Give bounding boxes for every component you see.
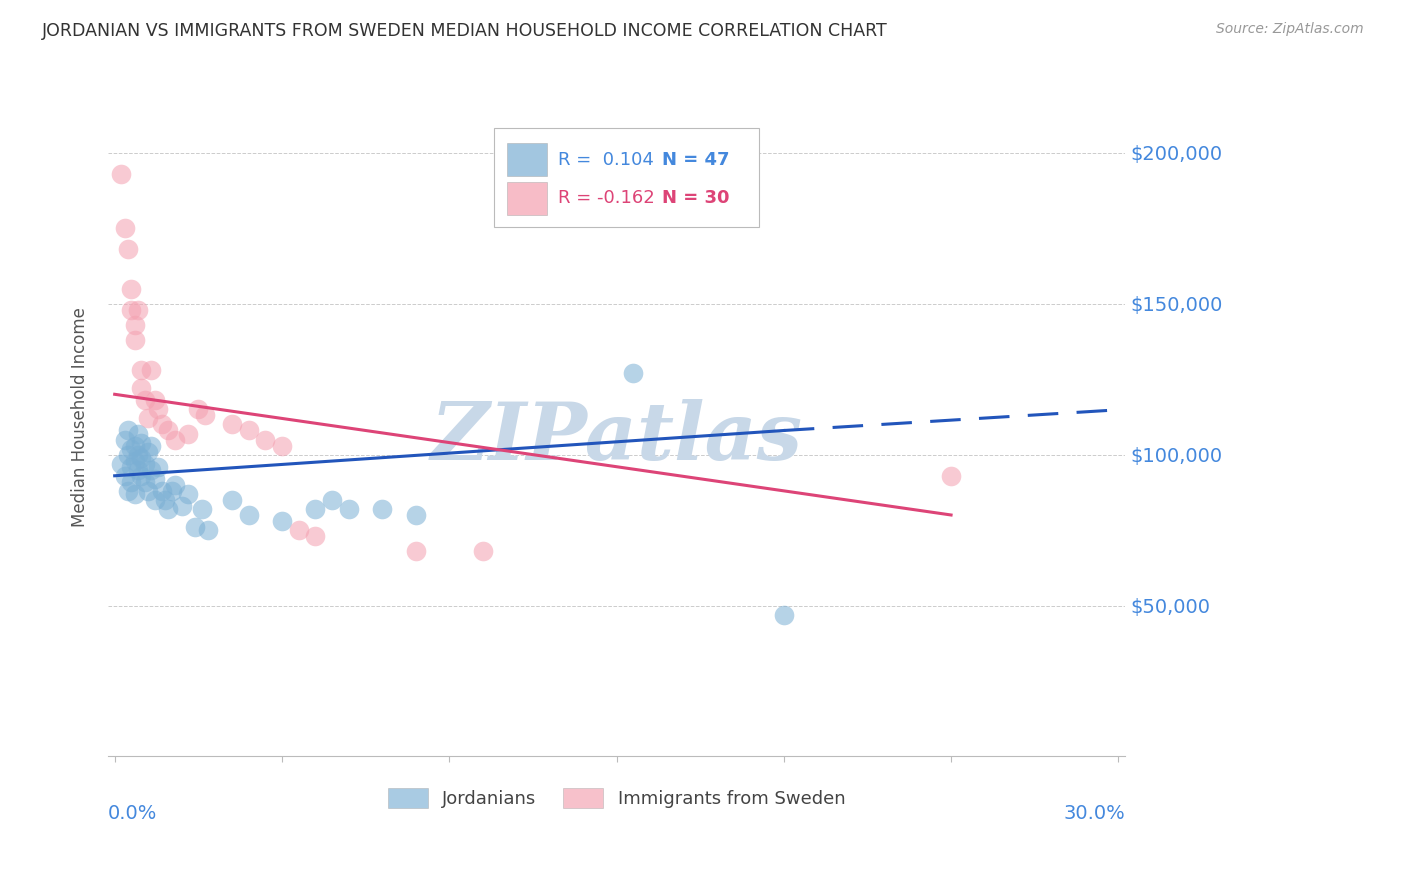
Point: [304, 502, 326, 516]
Point: [157, 502, 180, 516]
Text: Source: ZipAtlas.com: Source: ZipAtlas.com: [1216, 22, 1364, 37]
Point: [157, 424, 180, 438]
Point: [471, 544, 494, 558]
Point: [117, 483, 139, 498]
Point: [131, 468, 153, 483]
Point: [170, 499, 193, 513]
Point: [177, 426, 200, 441]
Point: [114, 468, 136, 483]
Point: [127, 448, 149, 462]
Point: [405, 544, 427, 558]
Point: [127, 426, 149, 441]
Point: [117, 424, 139, 438]
Point: [221, 492, 243, 507]
Point: [110, 457, 132, 471]
Text: ZIPatlas: ZIPatlas: [430, 399, 803, 476]
Point: [772, 607, 794, 622]
Point: [194, 409, 217, 423]
Point: [153, 492, 176, 507]
Point: [114, 221, 136, 235]
Text: 30.0%: 30.0%: [1063, 804, 1125, 823]
Point: [124, 333, 146, 347]
Point: [114, 433, 136, 447]
Text: N = 47: N = 47: [662, 151, 730, 169]
Y-axis label: Median Household Income: Median Household Income: [72, 307, 89, 527]
Point: [120, 459, 142, 474]
Point: [221, 417, 243, 432]
Text: 0.0%: 0.0%: [108, 804, 157, 823]
Point: [238, 424, 260, 438]
Point: [136, 444, 159, 458]
Text: N = 30: N = 30: [662, 189, 730, 207]
Point: [238, 508, 260, 522]
Point: [124, 487, 146, 501]
Legend: Jordanians, Immigrants from Sweden: Jordanians, Immigrants from Sweden: [381, 780, 852, 815]
Point: [337, 502, 360, 516]
Point: [146, 402, 169, 417]
Point: [150, 417, 173, 432]
FancyBboxPatch shape: [506, 182, 547, 215]
Point: [304, 529, 326, 543]
Point: [190, 502, 212, 516]
Point: [271, 514, 294, 528]
Point: [143, 472, 166, 486]
Point: [141, 463, 163, 477]
Point: [131, 435, 153, 450]
Point: [141, 363, 163, 377]
Point: [136, 483, 159, 498]
Point: [150, 483, 173, 498]
Point: [141, 439, 163, 453]
Point: [131, 381, 153, 395]
Point: [120, 302, 142, 317]
FancyBboxPatch shape: [506, 144, 547, 176]
Point: [127, 463, 149, 477]
Point: [143, 492, 166, 507]
Point: [163, 478, 186, 492]
Point: [136, 411, 159, 425]
Point: [124, 439, 146, 453]
Point: [120, 442, 142, 456]
Point: [177, 487, 200, 501]
Point: [187, 402, 209, 417]
Point: [134, 393, 156, 408]
Point: [117, 243, 139, 257]
Point: [163, 433, 186, 447]
Point: [287, 523, 309, 537]
Point: [160, 483, 183, 498]
Point: [254, 433, 277, 447]
Point: [621, 366, 644, 380]
Point: [371, 502, 394, 516]
Point: [134, 457, 156, 471]
Point: [405, 508, 427, 522]
Point: [146, 459, 169, 474]
Point: [321, 492, 343, 507]
Point: [939, 468, 962, 483]
Point: [120, 475, 142, 489]
Text: R =  0.104: R = 0.104: [558, 151, 654, 169]
Point: [131, 363, 153, 377]
Point: [197, 523, 219, 537]
Point: [134, 475, 156, 489]
Point: [271, 439, 294, 453]
Text: JORDANIAN VS IMMIGRANTS FROM SWEDEN MEDIAN HOUSEHOLD INCOME CORRELATION CHART: JORDANIAN VS IMMIGRANTS FROM SWEDEN MEDI…: [42, 22, 889, 40]
Point: [131, 450, 153, 465]
Point: [110, 167, 132, 181]
Point: [124, 318, 146, 332]
FancyBboxPatch shape: [495, 128, 759, 227]
Point: [117, 448, 139, 462]
Point: [124, 453, 146, 467]
Point: [143, 393, 166, 408]
Point: [120, 282, 142, 296]
Point: [127, 302, 149, 317]
Text: R = -0.162: R = -0.162: [558, 189, 654, 207]
Point: [184, 520, 207, 534]
